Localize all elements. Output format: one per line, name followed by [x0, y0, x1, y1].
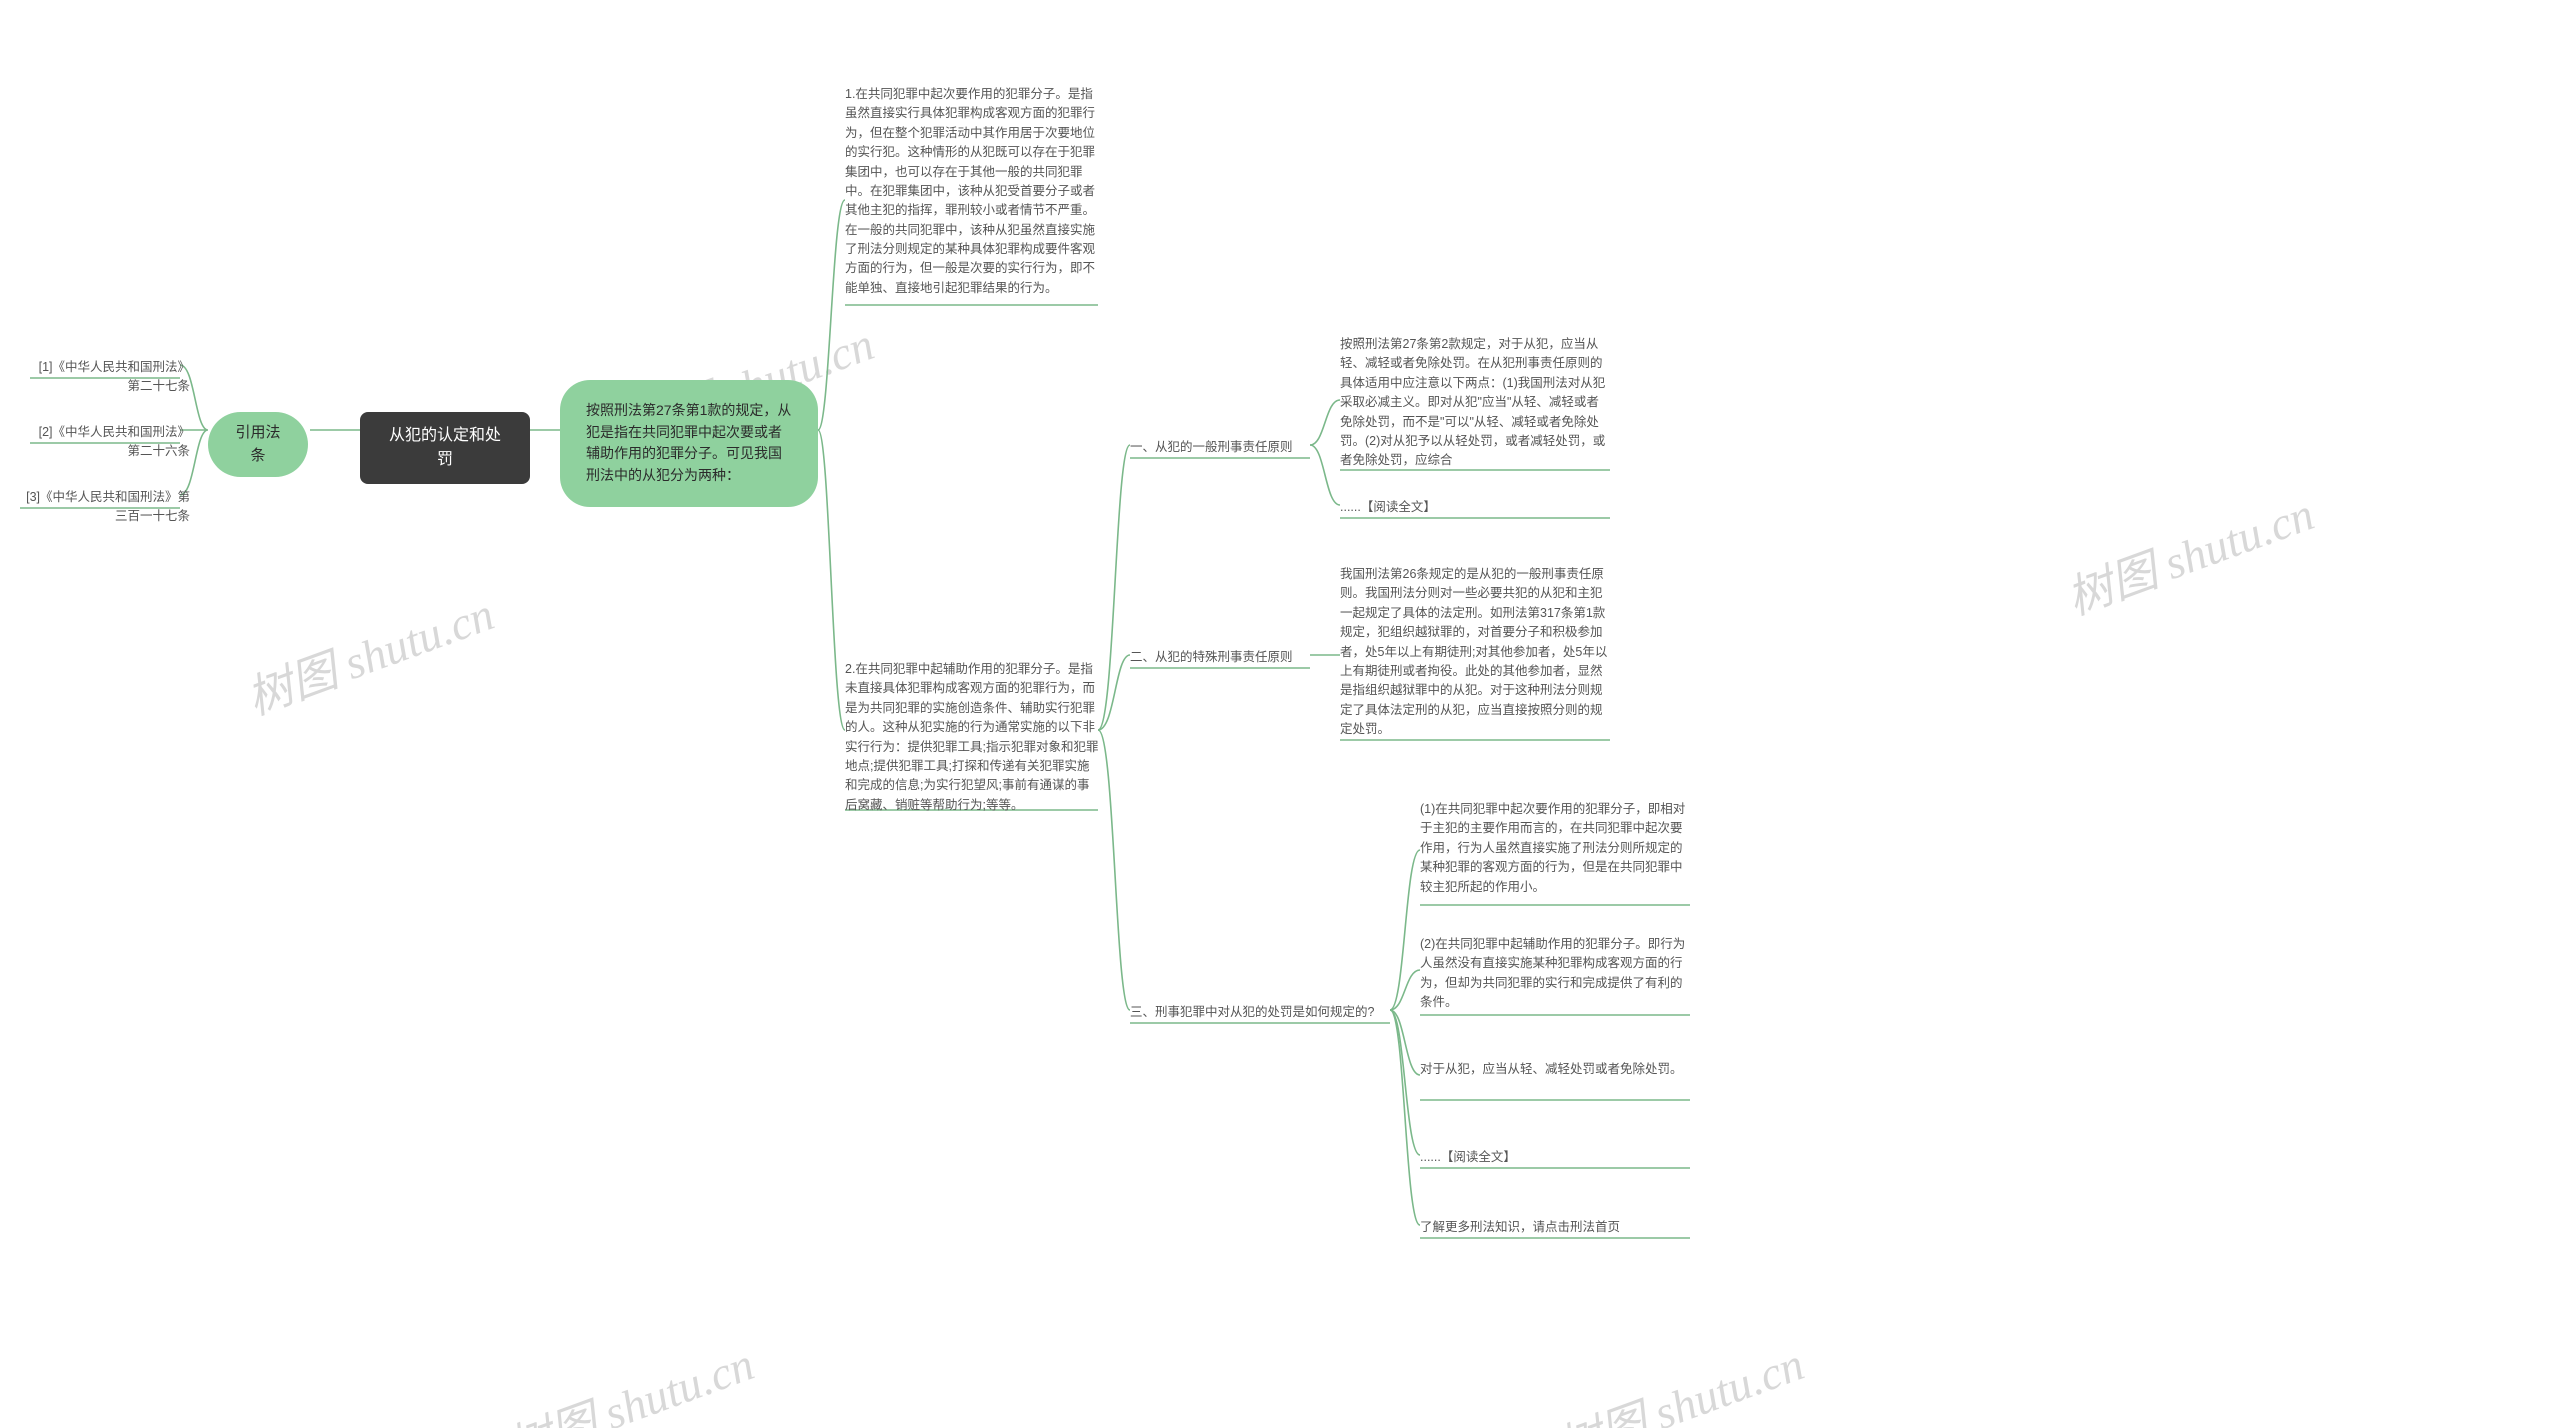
branch-label-1: 一、从犯的一般刑事责任原则: [1130, 438, 1293, 457]
branch2-leaf: 我国刑法第26条规定的是从犯的一般刑事责任原则。我国刑法分则对一些必要共犯的从犯…: [1340, 565, 1610, 739]
right-leaf-2: 2.在共同犯罪中起辅助作用的犯罪分子。是指未直接具体犯罪构成客观方面的犯罪行为，…: [845, 660, 1100, 815]
branch-label-3: 三、刑事犯罪中对从犯的处罚是如何规定的?: [1130, 1003, 1374, 1022]
watermark: 树图 shutu.cn: [236, 578, 501, 728]
watermark: 树图 shutu.cn: [2056, 478, 2321, 628]
left-leaf: [3]《中华人民共和国刑法》第三百一十七条: [20, 488, 190, 527]
definition-block: 按照刑法第27条第1款的规定，从犯是指在共同犯罪中起次要或者辅助作用的犯罪分子。…: [560, 380, 818, 507]
left-leaf: [1]《中华人民共和国刑法》第二十七条: [30, 358, 190, 397]
watermark: 树图 shutu.cn: [496, 1328, 761, 1428]
root-node: 从犯的认定和处罚: [360, 412, 530, 484]
connectors-svg: [0, 0, 2560, 1428]
right-leaf-1: 1.在共同犯罪中起次要作用的犯罪分子。是指虽然直接实行具体犯罪构成客观方面的犯罪…: [845, 85, 1100, 298]
branch3-leaf: 对于从犯，应当从轻、减轻处罚或者免除处罚。: [1420, 1060, 1690, 1079]
left-parent-node: 引用法条: [208, 412, 308, 477]
branch3-leaf: 了解更多刑法知识，请点击刑法首页: [1420, 1218, 1690, 1237]
left-leaf: [2]《中华人民共和国刑法》第二十六条: [30, 423, 190, 462]
branch3-leaf: (1)在共同犯罪中起次要作用的犯罪分子，即相对于主犯的主要作用而言的，在共同犯罪…: [1420, 800, 1690, 897]
watermark: 树图 shutu.cn: [1546, 1328, 1811, 1428]
branch1-leaf: 按照刑法第27条第2款规定，对于从犯，应当从轻、减轻或者免除处罚。在从犯刑事责任…: [1340, 335, 1610, 471]
branch3-leaf: ......【阅读全文】: [1420, 1148, 1690, 1167]
branch1-leaf: ......【阅读全文】: [1340, 498, 1610, 517]
branch3-leaf: (2)在共同犯罪中起辅助作用的犯罪分子。即行为人虽然没有直接实施某种犯罪构成客观…: [1420, 935, 1690, 1013]
branch-label-2: 二、从犯的特殊刑事责任原则: [1130, 648, 1293, 667]
